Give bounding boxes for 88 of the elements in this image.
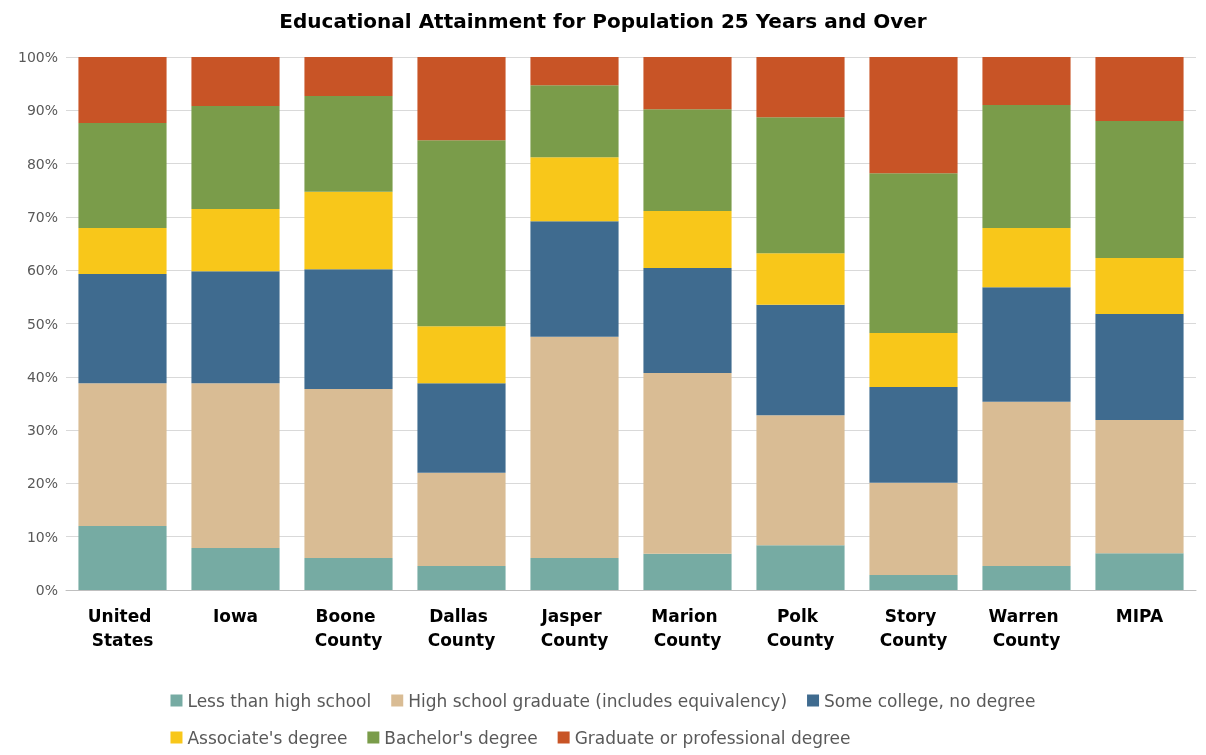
y-tick-label: 40% — [26, 368, 58, 385]
bar — [869, 482, 958, 576]
bar — [869, 333, 958, 387]
y-tick-label: 0% — [35, 582, 58, 598]
legend-label: Bachelor's degree — [384, 727, 538, 748]
bar — [191, 271, 280, 384]
y-tick-label: 30% — [26, 422, 58, 439]
bar — [756, 415, 845, 546]
bar — [982, 566, 1071, 590]
bar — [417, 472, 506, 567]
bar — [191, 57, 280, 107]
bar — [643, 268, 732, 374]
bar — [643, 373, 732, 554]
x-tick-label: Story County — [879, 606, 948, 650]
bar — [643, 211, 732, 269]
bar — [869, 575, 958, 590]
x-tick-label: Marion County — [651, 606, 724, 650]
bar — [1095, 257, 1184, 314]
bar — [982, 228, 1071, 288]
bar — [304, 191, 393, 270]
bar — [643, 109, 732, 212]
bar — [643, 553, 732, 590]
bar — [417, 566, 506, 590]
bar — [643, 57, 732, 110]
legend-label: Associate's degree — [187, 727, 348, 748]
y-tick-label: 60% — [26, 262, 58, 279]
bar — [417, 140, 506, 327]
bar — [1095, 553, 1184, 590]
x-tick-label: United States — [87, 606, 158, 650]
y-tick-label: 50% — [26, 315, 58, 332]
bar — [982, 401, 1071, 567]
bar — [756, 117, 845, 254]
bar — [756, 253, 845, 305]
bar — [1095, 313, 1184, 420]
bar — [78, 273, 167, 384]
bar — [1095, 57, 1184, 121]
x-tick-label: Polk County — [766, 606, 835, 650]
bar — [417, 326, 506, 384]
bar — [530, 221, 619, 337]
bar — [78, 57, 167, 124]
bar — [304, 558, 393, 590]
bar — [982, 57, 1071, 105]
bar — [756, 545, 845, 590]
bar — [530, 336, 619, 559]
bar — [78, 383, 167, 527]
x-tick-label: Warren County — [988, 606, 1065, 650]
x-tick-label: MIPA — [1115, 606, 1164, 626]
bar — [304, 95, 393, 192]
bar — [982, 287, 1071, 402]
bar — [191, 383, 280, 548]
bar — [1095, 120, 1184, 258]
y-tick-label: 100% — [17, 49, 58, 65]
bar — [756, 57, 845, 118]
bar — [78, 123, 167, 229]
y-tick-label: 10% — [26, 528, 58, 545]
legend-label: Graduate or professional degree — [574, 727, 851, 748]
bar — [191, 106, 280, 209]
legend-label: Some college, no degree — [824, 690, 1036, 711]
y-tick-label: 90% — [26, 102, 58, 119]
bar — [191, 547, 280, 590]
bar — [1095, 419, 1184, 554]
chart-title: Educational Attainment for Population 25 Years and Over — [279, 9, 927, 33]
bar — [869, 173, 958, 334]
bar — [869, 386, 958, 483]
bar — [530, 157, 619, 222]
bar — [304, 269, 393, 390]
x-tick-label: Dallas County — [427, 606, 496, 650]
bar — [191, 208, 280, 272]
bar — [304, 57, 393, 96]
y-tick-label: 80% — [26, 155, 58, 172]
bar — [304, 389, 393, 559]
x-tick-label: Boone County — [314, 606, 383, 650]
bar — [530, 85, 619, 158]
x-tick-label: Jasper County — [540, 606, 609, 650]
bar — [869, 57, 958, 174]
bar — [982, 104, 1071, 229]
y-tick-label: 20% — [26, 475, 58, 492]
bar — [417, 383, 506, 473]
bar — [417, 57, 506, 141]
y-tick-label: 70% — [26, 208, 58, 225]
legend-label: Less than high school — [187, 690, 372, 711]
bar — [78, 526, 167, 590]
bar — [756, 304, 845, 416]
legend-label: High school graduate (includes equivalency) — [408, 690, 788, 711]
bar — [530, 57, 619, 86]
bar — [78, 228, 167, 274]
bar — [530, 558, 619, 590]
x-tick-label: Iowa — [212, 606, 259, 626]
